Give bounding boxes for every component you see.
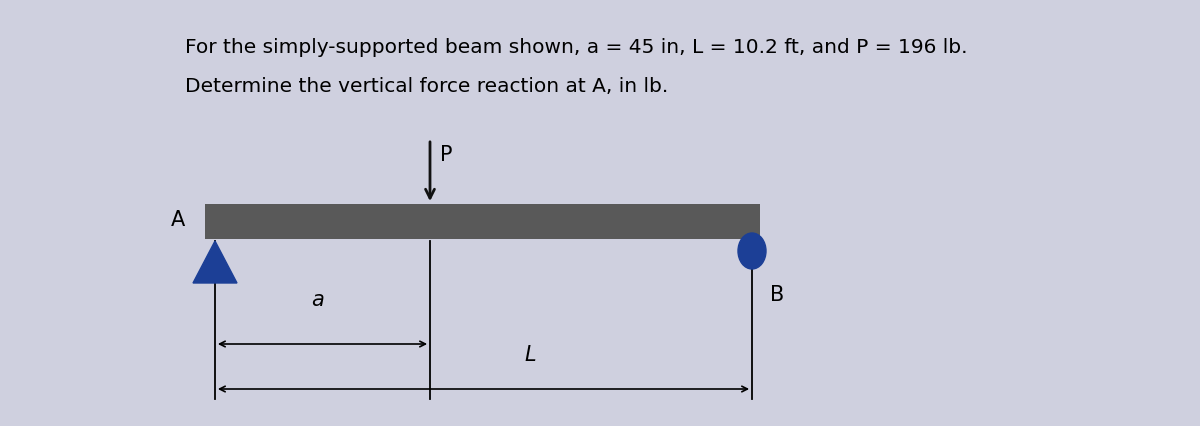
Text: B: B: [770, 284, 785, 304]
Polygon shape: [193, 242, 238, 283]
Text: L: L: [524, 344, 536, 364]
Bar: [205, 204, 760, 239]
Ellipse shape: [738, 233, 766, 269]
Text: Determine the vertical force reaction at A, in lb.: Determine the vertical force reaction at…: [185, 77, 668, 96]
Text: a: a: [312, 289, 324, 309]
Text: A: A: [170, 210, 185, 230]
Text: P: P: [440, 145, 452, 164]
Text: For the simply-supported beam shown, a = 45 in, L = 10.2 ft, and P = 196 lb.: For the simply-supported beam shown, a =…: [185, 38, 967, 57]
